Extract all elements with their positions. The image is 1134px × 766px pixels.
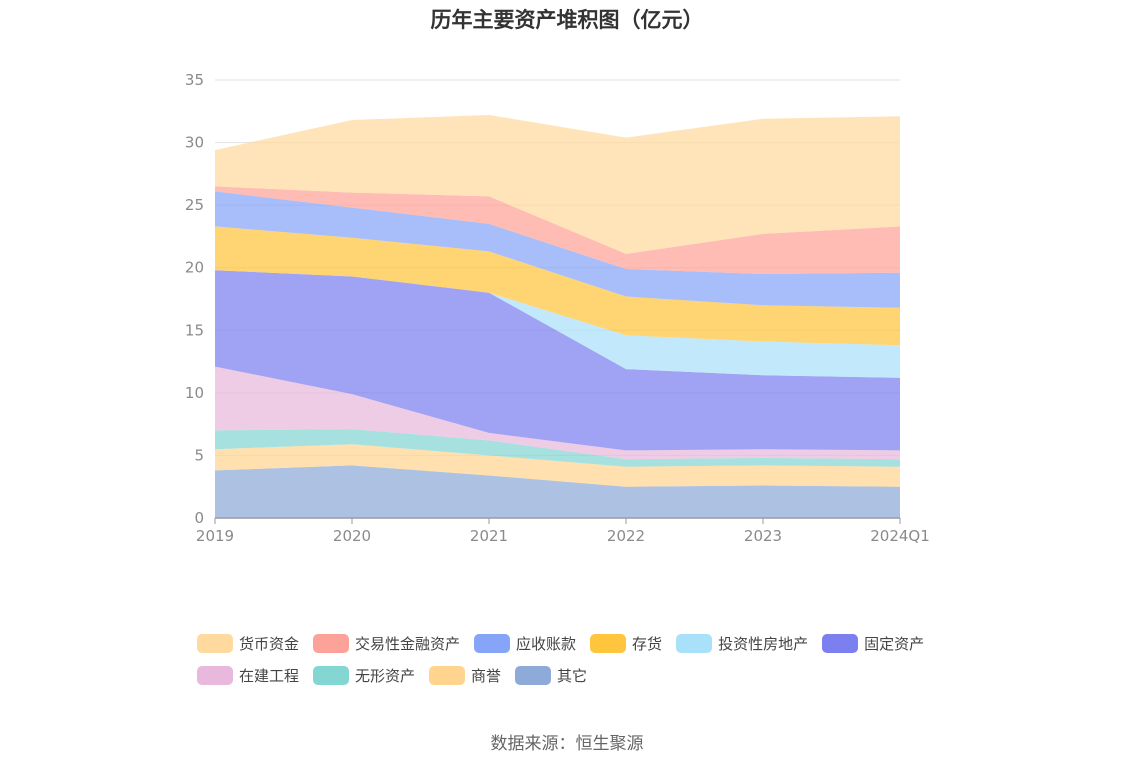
y-tick-label: 20 <box>185 259 204 277</box>
stacked-area-chart: 2019 2020 2021 2022 2023 2024Q1 0 5 10 15 20 25 30 35 <box>185 71 930 545</box>
legend-label: 在建工程 <box>239 666 300 685</box>
legend-item[interactable]: 无形资产 <box>313 664 415 686</box>
legend-item[interactable]: 其它 <box>515 664 587 686</box>
area-series-9 <box>215 115 900 254</box>
chart-title: 历年主要资产堆积图（亿元） <box>430 8 704 32</box>
area-series-6 <box>215 226 900 346</box>
legend-swatch <box>197 665 233 685</box>
y-tick-label: 15 <box>185 321 204 339</box>
area-series-3 <box>215 366 900 460</box>
legend-item[interactable]: 投资性房地产 <box>676 632 808 654</box>
legend-swatch <box>313 633 350 653</box>
x-tick-label: 2019 <box>196 527 234 545</box>
legend-item[interactable]: 在建工程 <box>197 664 299 686</box>
x-tick-label: 2023 <box>744 527 782 545</box>
y-tick-label: 25 <box>185 196 204 214</box>
x-tick-label: 2024Q1 <box>870 527 930 545</box>
area-series-7 <box>215 191 900 308</box>
chart-legend: 货币资金 交易性金融资产 应收账款 存货 投资性房地产 固定资产在建工程 无形资产 商誉 其它 <box>197 632 977 686</box>
y-tick-label: 5 <box>194 446 204 464</box>
legend-item[interactable]: 交易性金融资产 <box>313 632 460 654</box>
legend-item[interactable]: 存货 <box>590 632 662 654</box>
legend-item[interactable]: 货币资金 <box>197 632 299 654</box>
area-series-8 <box>215 186 900 274</box>
legend-swatch <box>474 633 511 653</box>
legend-swatch <box>429 665 466 685</box>
x-tick-label: 2020 <box>333 527 371 545</box>
legend-item[interactable]: 固定资产 <box>822 632 924 654</box>
y-tick-label: 10 <box>185 384 204 402</box>
x-tick-label: 2022 <box>607 527 645 545</box>
legend-swatch <box>313 665 350 685</box>
y-tick-label: 35 <box>185 71 204 89</box>
area-series-0 <box>215 465 900 518</box>
legend-item[interactable]: 应收账款 <box>474 632 576 654</box>
y-tick-label: 30 <box>185 134 204 152</box>
legend-label: 无形资产 <box>355 666 416 685</box>
data-source-note: 数据来源：恒生聚源 <box>490 734 644 754</box>
legend-label: 其它 <box>557 666 588 685</box>
x-tick-label: 2021 <box>470 527 508 545</box>
area-series-2 <box>215 429 900 467</box>
area-series-4 <box>215 270 900 451</box>
legend-label: 商誉 <box>471 666 502 685</box>
legend-swatch <box>590 633 627 653</box>
legend-label: 货币资金 <box>239 634 300 653</box>
legend-label: 交易性金融资产 <box>355 634 461 653</box>
legend-label: 投资性房地产 <box>718 634 809 653</box>
legend-label: 应收账款 <box>516 634 577 653</box>
legend-swatch <box>515 665 552 685</box>
legend-swatch <box>822 633 859 653</box>
legend-item[interactable]: 商誉 <box>429 664 501 686</box>
y-tick-label: 0 <box>194 509 204 527</box>
area-series-1 <box>215 444 900 487</box>
legend-label: 固定资产 <box>864 634 925 653</box>
legend-label: 存货 <box>632 634 663 653</box>
legend-swatch <box>676 633 713 653</box>
legend-swatch <box>197 633 233 653</box>
area-series-5 <box>215 270 900 378</box>
